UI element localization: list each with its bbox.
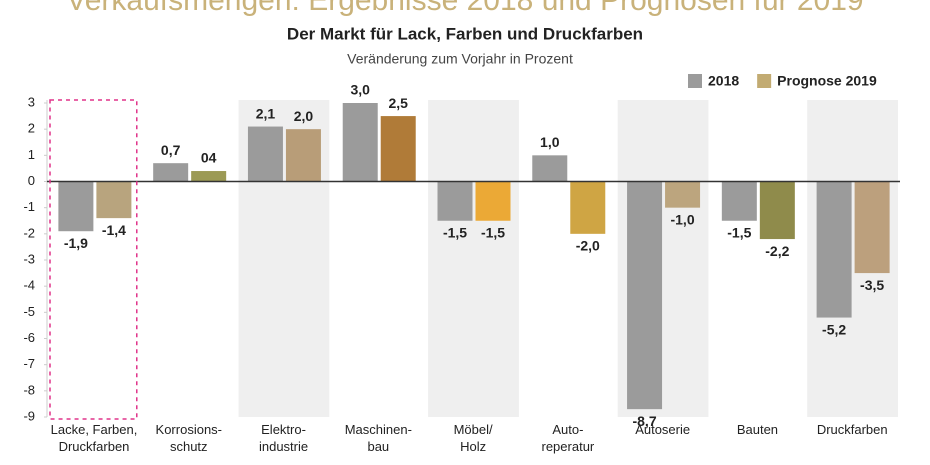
x-tick-label: Auto- reperatur	[541, 422, 595, 454]
bar	[570, 181, 606, 234]
y-tick-label: -3	[23, 251, 35, 266]
y-tick-label: -6	[23, 330, 35, 345]
bar	[191, 171, 227, 182]
x-tick-label: Lacke, Farben, Druckfarben	[50, 422, 138, 454]
bar	[58, 181, 94, 232]
chart-subtitle: Veränderung zum Vorjahr in Prozent	[347, 51, 573, 67]
bar	[854, 181, 890, 274]
y-tick-label: 3	[28, 94, 35, 109]
value-label: -3,5	[860, 277, 884, 293]
x-tick-label: Möbel/ Holz	[453, 422, 493, 454]
bar	[96, 181, 132, 219]
bar	[721, 181, 757, 221]
bar	[342, 103, 378, 182]
value-label: -1,5	[481, 224, 505, 240]
x-tick-label: Autoserie	[635, 422, 691, 437]
highlight-box	[49, 99, 138, 420]
bar	[247, 126, 283, 182]
value-label: -5,2	[822, 321, 846, 337]
legend-label: 2018	[708, 73, 739, 89]
value-label: -1,9	[64, 235, 88, 251]
value-label: 1,0	[540, 134, 560, 150]
x-tick-label: Maschinen- bau	[344, 422, 412, 454]
bar	[380, 116, 416, 182]
y-tick-label: -5	[23, 304, 35, 319]
x-tick-label: Elektro- industrie	[258, 422, 309, 454]
bar	[759, 181, 795, 240]
value-label: -1,5	[443, 224, 467, 240]
value-label: 2,1	[256, 105, 276, 121]
value-label: 3,0	[350, 82, 370, 98]
bar	[627, 181, 663, 410]
value-label: -2,2	[765, 243, 789, 259]
y-tick-label: 1	[28, 147, 35, 162]
page-heading: Verkaufsmengen: Ergebnisse 2018 und Prog…	[66, 0, 863, 17]
value-label: 2,0	[294, 108, 314, 124]
value-label: 0,7	[161, 142, 181, 158]
y-tick-label: -8	[23, 382, 35, 397]
bar	[532, 155, 568, 182]
x-tick-label: Korrosions- schutz	[155, 422, 222, 454]
y-tick-label: -7	[23, 356, 35, 371]
value-label: -1,0	[670, 211, 694, 227]
legend-swatch	[757, 74, 772, 88]
bar	[665, 181, 701, 208]
y-tick-label: 0	[28, 173, 35, 188]
legend-swatch	[688, 74, 702, 88]
bar	[285, 129, 321, 182]
legend-label: Prognose 2019	[777, 73, 877, 89]
bar	[816, 181, 852, 318]
y-tick-label: -1	[23, 199, 35, 214]
bar	[437, 181, 473, 221]
group-shade	[428, 100, 519, 417]
x-tick-label: Bauten	[736, 422, 779, 437]
value-label: -2,0	[576, 238, 600, 254]
chart-title: Der Markt für Lack, Farben und Druckfarb…	[287, 24, 643, 43]
x-tick-label: Druckfarben	[816, 422, 888, 437]
value-label: -1,4	[102, 222, 126, 238]
y-tick-label: -4	[23, 278, 35, 293]
y-tick-label: 2	[28, 121, 35, 136]
y-tick-label: -9	[23, 408, 35, 423]
bar	[153, 163, 189, 182]
value-label: -1,5	[727, 224, 751, 240]
value-label: -8,7	[632, 413, 656, 429]
y-tick-label: -2	[23, 225, 35, 240]
bar	[475, 181, 511, 221]
value-label: 04	[201, 150, 217, 166]
value-label: 2,5	[388, 95, 408, 111]
